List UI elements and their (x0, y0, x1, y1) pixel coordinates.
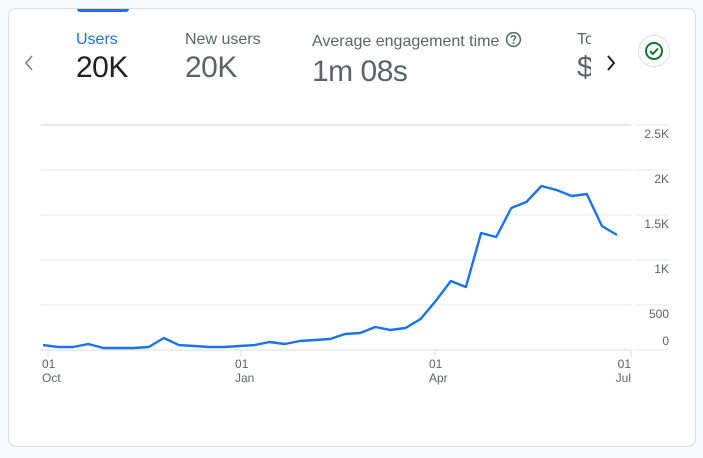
metric-value: 20K (185, 51, 237, 84)
svg-text:01: 01 (42, 357, 56, 371)
status-button[interactable] (638, 35, 670, 67)
help-icon[interactable] (505, 31, 522, 53)
metric-label: Users (76, 31, 118, 48)
chart-gridlines (41, 124, 669, 351)
svg-text:2.5K: 2.5K (644, 127, 669, 141)
metric-label: To (577, 31, 591, 48)
metric-value: 20K (76, 51, 128, 84)
active-tab-indicator (77, 9, 129, 12)
svg-text:Oct: Oct (42, 371, 61, 385)
svg-text:01: 01 (235, 357, 249, 371)
metrics-card: Users 20K New users 20K Average engageme… (8, 8, 696, 447)
metric-tab-new-users[interactable]: New users 20K (185, 31, 261, 85)
metric-label: Average engagement time (312, 31, 522, 53)
y-axis: 0 500 1K 1.5K 2K 2.5K (644, 127, 669, 348)
svg-text:Jan: Jan (235, 371, 254, 385)
metric-label: New users (185, 31, 261, 48)
svg-text:Jul: Jul (616, 371, 631, 385)
metric-value: $ (577, 51, 591, 85)
svg-text:01: 01 (429, 357, 443, 371)
metric-value: 1m 08s (312, 55, 408, 88)
svg-text:1.5K: 1.5K (644, 217, 669, 231)
chevron-right-icon (607, 55, 616, 71)
metric-tab-average-engagement-time[interactable]: Average engagement time 1m 08s (312, 31, 522, 89)
next-metric-button[interactable] (599, 51, 623, 75)
metric-tab-users[interactable]: Users 20K (76, 31, 128, 85)
metric-label-text: Average engagement time (312, 33, 500, 50)
metric-tab-truncated[interactable]: To $ (577, 31, 591, 85)
svg-text:01: 01 (618, 357, 632, 371)
svg-text:500: 500 (649, 307, 669, 321)
svg-text:1K: 1K (654, 262, 669, 276)
svg-text:2K: 2K (654, 172, 669, 186)
chevron-left-icon (24, 55, 33, 71)
svg-text:Apr: Apr (429, 371, 448, 385)
previous-metric-button[interactable] (17, 51, 41, 75)
users-series-line (42, 184, 618, 350)
check-circle-icon (645, 42, 663, 60)
svg-text:0: 0 (662, 334, 669, 348)
